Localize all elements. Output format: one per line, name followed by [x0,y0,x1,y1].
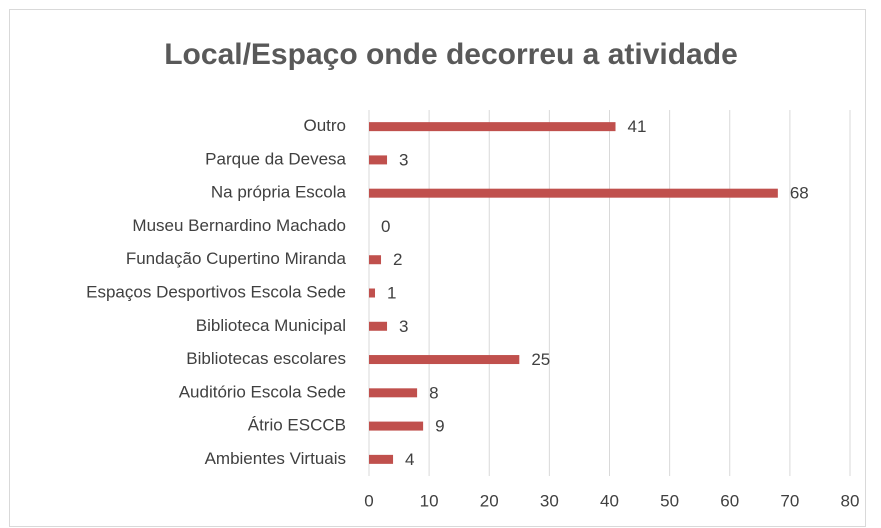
bar [369,321,388,331]
x-tick-label: 40 [600,491,619,510]
bar [369,188,778,198]
data-label: 3 [399,150,408,169]
bar [369,288,376,298]
bar [369,388,418,398]
y-tick-label: Ambientes Virtuais [205,449,346,468]
data-label: 3 [399,317,408,336]
y-tick-label: Museu Bernardino Machado [132,216,346,235]
data-label: 0 [381,217,390,236]
chart-title: Local/Espaço onde decorreu a atividade [164,38,738,71]
x-tick-label: 10 [420,491,439,510]
bar [369,421,424,431]
x-tick-label: 0 [364,491,373,510]
bar [369,155,388,165]
bar [369,454,394,464]
data-label: 68 [790,184,809,203]
y-tick-label: Átrio ESCCB [248,416,346,435]
y-tick-label: Bibliotecas escolares [186,349,346,368]
y-tick-label: Parque da Devesa [205,149,346,168]
data-label: 2 [393,250,402,269]
data-label: 25 [531,350,550,369]
bar [369,255,382,265]
x-tick-label: 20 [480,491,499,510]
y-tick-label: Espaços Desportivos Escola Sede [86,282,346,301]
y-tick-label: Auditório Escola Sede [179,382,346,401]
bar [369,355,520,365]
data-label: 8 [429,383,438,402]
y-tick-label: Fundação Cupertino Miranda [126,249,347,268]
data-label: 9 [435,417,444,436]
y-tick-label: Biblioteca Municipal [196,316,346,335]
x-tick-label: 30 [540,491,559,510]
x-tick-label: 60 [720,491,739,510]
x-tick-label: 80 [841,491,860,510]
data-label: 1 [387,283,396,302]
y-tick-label: Na própria Escola [211,183,347,202]
data-label: 4 [405,450,414,469]
x-tick-label: 50 [660,491,679,510]
x-tick-label: 70 [780,491,799,510]
data-label: 41 [628,117,647,136]
chart-border [9,9,866,527]
y-tick-label: Outro [303,116,346,135]
bar [369,122,616,132]
